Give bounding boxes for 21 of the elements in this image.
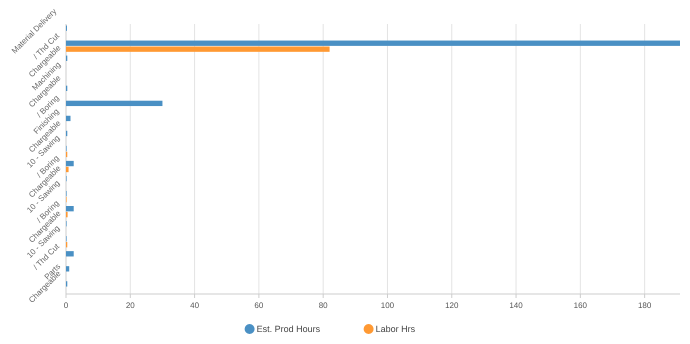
x-tick-label: 0 (64, 301, 69, 310)
x-tick-label: 40 (190, 301, 200, 310)
bar (66, 251, 74, 256)
bar (66, 160, 74, 166)
bar (66, 46, 330, 52)
x-tick-label: 160 (574, 301, 588, 310)
x-tick-label: 100 (380, 301, 395, 310)
x-tick-label: 180 (638, 301, 652, 310)
bar (66, 116, 70, 122)
legend-label: Labor Hrs (376, 324, 416, 334)
x-tick-label: 120 (445, 301, 459, 310)
x-tick-label: 80 (318, 301, 328, 310)
legend-label: Est. Prod Hours (256, 324, 321, 334)
x-tick-label: 20 (126, 301, 136, 310)
bar (66, 206, 74, 212)
x-tick-label: 60 (254, 301, 264, 310)
bar (66, 266, 70, 272)
bar (66, 40, 680, 46)
bar (66, 100, 162, 106)
x-tick-label: 140 (509, 301, 524, 310)
bar (66, 166, 69, 172)
